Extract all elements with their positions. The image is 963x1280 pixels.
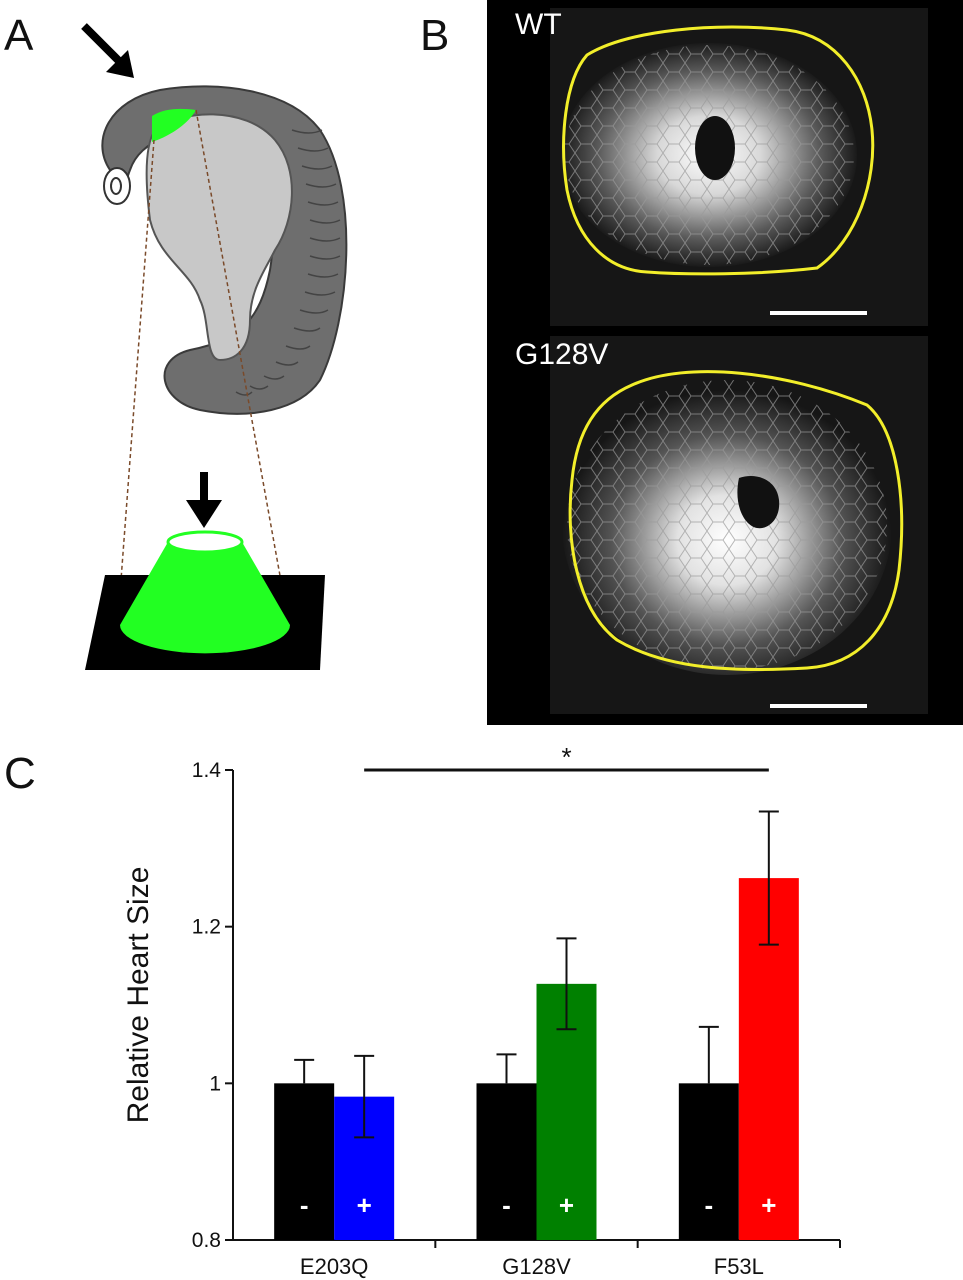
bar-sign-label: - — [300, 1190, 309, 1220]
g128v-outline — [568, 370, 904, 672]
bar — [678, 1083, 739, 1240]
y-tick-label: 0.8 — [192, 1229, 221, 1252]
wt-lumen — [695, 116, 735, 180]
top-arrow-icon — [81, 23, 134, 78]
significance-star: * — [561, 742, 571, 772]
bar-sign-label: + — [559, 1190, 574, 1220]
x-category-label: F53L — [714, 1254, 764, 1279]
g128v-cell-texture — [567, 380, 887, 670]
bar-sign-label: + — [761, 1190, 776, 1220]
g128v-lumen — [737, 476, 780, 529]
projection-line-right — [195, 109, 289, 621]
wt-label: WT — [515, 8, 562, 41]
somites — [235, 129, 341, 396]
x-category-label: E203Q — [300, 1254, 369, 1279]
heart-cone — [120, 542, 290, 654]
x-category-label: G128V — [502, 1254, 571, 1279]
y-axis-title: Relative Heart Size — [122, 867, 155, 1124]
bar — [476, 1083, 537, 1240]
panel-letter-c: C — [4, 749, 36, 798]
bar-sign-label: - — [704, 1190, 713, 1220]
microscopy-images — [550, 8, 928, 714]
y-tick-label: 1.2 — [192, 916, 221, 939]
heart-size-chart: Relative Heart Size 0.8 1 1.2 1.4 E203Q - + G12… — [122, 742, 841, 1279]
panel-letter-b: B — [420, 11, 450, 60]
embryo-schematic — [81, 23, 348, 670]
wt-outline — [562, 25, 875, 276]
bar — [274, 1083, 335, 1240]
y-tick-label: 1.4 — [192, 759, 222, 782]
heart-gfp-region — [152, 108, 196, 142]
projection-line-left — [117, 139, 155, 621]
down-arrow-icon — [186, 472, 222, 528]
eye-inner — [110, 177, 122, 195]
heart-cone-top — [166, 530, 244, 554]
bar-sign-label: + — [357, 1190, 372, 1220]
chart-layer: 0.8 1 1.2 1.4 E203Q - + G128V - + F53L - + * — [192, 742, 841, 1279]
bar-sign-label: - — [502, 1190, 511, 1220]
y-tick-label: 1 — [209, 1072, 221, 1095]
panel-letter-a: A — [4, 11, 34, 60]
g128v-label: G128V — [515, 338, 609, 371]
